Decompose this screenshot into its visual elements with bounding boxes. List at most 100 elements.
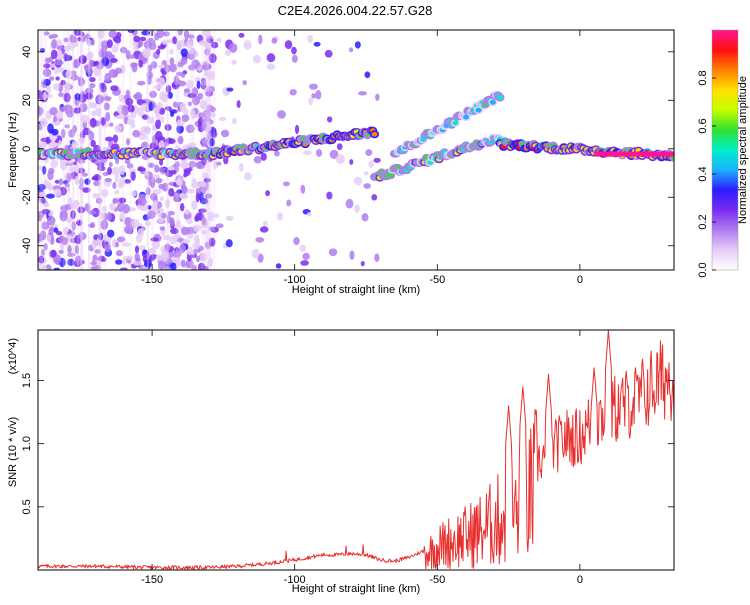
spectrogram-blob xyxy=(90,139,96,148)
spectrogram-blob xyxy=(180,157,187,168)
spectrogram-blob xyxy=(118,197,127,204)
spectrogram-blob xyxy=(163,31,170,37)
spectrogram-blob xyxy=(137,228,145,237)
spectrogram-blob xyxy=(159,196,164,202)
spectrogram-blob xyxy=(93,180,101,187)
spectrogram-blob xyxy=(103,102,110,111)
spectrogram-blob xyxy=(38,106,44,116)
spectrogram-ridge-peak xyxy=(631,151,637,157)
spectrogram-blob xyxy=(102,205,107,213)
spectrogram-ridge-core xyxy=(371,131,378,137)
spectrogram-blob xyxy=(46,215,56,226)
y-tick-label: 20 xyxy=(21,94,33,106)
spectrogram-blob xyxy=(38,261,42,270)
spectrogram-blob xyxy=(134,245,140,254)
spectrogram-blob xyxy=(302,252,310,261)
colorbar-frame xyxy=(711,29,739,271)
spectrogram-frame xyxy=(37,29,675,271)
spectrogram-blob xyxy=(174,161,180,167)
spectrogram-blob xyxy=(186,218,193,225)
spectrogram-streak xyxy=(99,30,102,270)
spectrogram-blob xyxy=(271,37,278,44)
spectrogram-blob xyxy=(150,237,159,242)
spectrogram-blob xyxy=(50,159,59,169)
spectrogram-blob xyxy=(127,104,135,113)
spectrogram-blob xyxy=(104,178,112,183)
spectrogram-blob xyxy=(90,261,97,266)
spectrogram-streak xyxy=(97,30,100,270)
spectrogram-blob xyxy=(124,216,132,227)
spectrogram-blob xyxy=(196,80,201,90)
spectrogram-blob xyxy=(165,243,171,251)
spectrogram-blob xyxy=(201,217,207,226)
spectrogram-ridge-peak xyxy=(594,151,600,157)
spectrogram-blob xyxy=(43,243,48,251)
spectrogram-blob xyxy=(126,163,134,169)
spectrogram-blob xyxy=(363,171,369,176)
spectrogram-blob xyxy=(91,110,97,117)
spectrogram-blob xyxy=(50,249,57,258)
spectrogram-blob xyxy=(147,205,152,210)
spectrogram-ridge-peak xyxy=(645,151,651,157)
spectrogram-blob xyxy=(143,171,149,177)
snr-x-label: Height of straight line (km) xyxy=(292,583,420,595)
spectrogram-blob xyxy=(53,115,58,123)
spectrogram-blob xyxy=(132,129,141,138)
spectrogram-blob xyxy=(349,250,355,260)
spectrogram-blob xyxy=(87,210,97,215)
spectrogram-blob xyxy=(349,159,354,165)
spectrogram-blob xyxy=(75,220,83,226)
snr-y-label: SNR (10 * v/v) xyxy=(7,417,19,487)
spectrogram-ridge-peak xyxy=(607,151,613,157)
spectrogram-blob xyxy=(60,79,66,86)
spectrogram-blob xyxy=(62,226,69,233)
spectrogram-blob xyxy=(74,244,80,255)
spectrogram-blob xyxy=(195,192,200,203)
x-tick-label: -150 xyxy=(141,274,163,286)
spectrogram-blob xyxy=(176,39,183,50)
spectrogram-blob xyxy=(115,259,123,265)
spectrogram-blob xyxy=(186,232,194,239)
spectrogram-blob xyxy=(195,212,204,221)
spectrogram-blob xyxy=(132,260,142,266)
spectrogram-blob xyxy=(183,168,192,174)
spectrogram-blob xyxy=(100,188,109,198)
spectrogram-blob xyxy=(170,111,175,117)
spectrogram-blob xyxy=(201,120,207,131)
spectrogram-blob xyxy=(50,49,58,60)
spectrogram-ridge-peak xyxy=(672,151,674,157)
spectrogram-blob xyxy=(105,51,113,59)
spectrogram-blob xyxy=(260,152,267,161)
spectrogram-blob xyxy=(191,59,200,69)
spectrogram-blob xyxy=(78,31,85,37)
spectrogram-blob xyxy=(123,179,132,184)
spectrogram-streak xyxy=(98,30,101,270)
spectrogram-blob xyxy=(141,30,151,36)
spectrogram-blob xyxy=(79,177,84,187)
colorbar-gradient xyxy=(712,30,738,270)
spectrogram-blob xyxy=(354,204,360,213)
spectrogram-blob xyxy=(147,74,152,85)
spectrogram-blob xyxy=(125,97,134,106)
spectrogram-ridge-peak xyxy=(642,151,648,157)
spectrogram-blob xyxy=(108,161,113,167)
spectrogram-blob xyxy=(182,238,191,244)
spectrogram-blob xyxy=(207,211,215,222)
spectrogram-ridge-core xyxy=(452,120,459,126)
spectrogram-blob xyxy=(125,138,131,146)
spectrogram-blob xyxy=(147,116,155,125)
spectrogram-blob xyxy=(42,165,47,175)
spectrogram-blob xyxy=(155,119,161,130)
spectrogram-blob xyxy=(97,30,105,39)
spectrogram-blob xyxy=(143,40,151,50)
spectrogram-blob xyxy=(197,92,204,100)
spectrogram-ridge-core xyxy=(463,114,470,120)
spectrogram-blob xyxy=(39,141,48,149)
spectrogram-blob xyxy=(84,64,90,73)
spectrogram-blob xyxy=(132,44,139,52)
spectrogram-blob xyxy=(70,210,76,220)
spectrogram-blob xyxy=(57,82,64,93)
spectrogram-blob xyxy=(44,202,50,208)
spectrogram-blob xyxy=(157,217,165,224)
